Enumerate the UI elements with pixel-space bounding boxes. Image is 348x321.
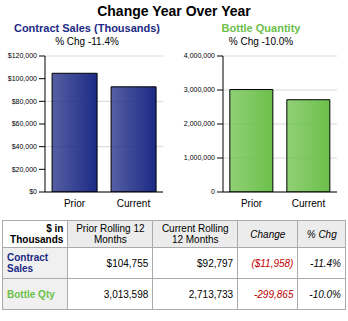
html-text:Current Rolling 12 Months: Current Rolling 12 Months — [161, 223, 229, 245]
html-text:$104,755: $104,755 — [106, 257, 149, 269]
svg-text:2,000,000: 2,000,000 — [184, 120, 215, 127]
svg-text:$40,000: $40,000 — [12, 143, 37, 150]
svg-text:$20,000: $20,000 — [12, 166, 37, 173]
html-text:% Chg -11.4%: % Chg -11.4% — [55, 36, 119, 47]
html-text:Bottle Qty: Bottle Qty — [7, 288, 55, 300]
svg-text:$0: $0 — [29, 188, 37, 195]
svg-text:1,000,000: 1,000,000 — [184, 154, 215, 161]
svg-text:$100,000: $100,000 — [8, 75, 37, 82]
html-text:% Chg -10.0%: % Chg -10.0% — [228, 36, 294, 47]
svg-text:Prior: Prior — [64, 198, 86, 209]
html-text:($11,958): ($11,958) — [251, 257, 294, 269]
html-text:Change Year Over Year: Change Year Over Year — [97, 3, 251, 19]
html-text:-11.4%: -11.4% — [310, 257, 341, 269]
html-text:$ in Thousands: $ in Thousands — [10, 223, 64, 245]
svg-text:0: 0 — [211, 188, 215, 195]
svg-text:Prior: Prior — [241, 198, 263, 209]
html-text:3,013,598: 3,013,598 — [103, 288, 149, 300]
svg-text:$60,000: $60,000 — [12, 120, 37, 127]
html-text:Prior Rolling 12 Months: Prior Rolling 12 Months — [76, 223, 145, 245]
html-text:$92,797: $92,797 — [197, 257, 234, 269]
svg-text:Current: Current — [292, 198, 326, 209]
svg-text:4,000,000: 4,000,000 — [184, 52, 215, 59]
svg-text:$120,000: $120,000 — [8, 52, 37, 59]
html-text:-10.0%: -10.0% — [309, 288, 341, 300]
svg-text:Current: Current — [117, 198, 151, 209]
html-text:Change: Change — [250, 228, 286, 240]
html-text:Contract Sales: Contract Sales — [7, 252, 49, 274]
svg-text:$80,000: $80,000 — [12, 98, 37, 105]
html-text:Bottle Quantity: Bottle Quantity — [221, 22, 301, 34]
html-text:% Chg: % Chg — [306, 228, 337, 240]
html-text:2,713,733: 2,713,733 — [188, 288, 234, 300]
html-text:-299,865: -299,865 — [254, 288, 294, 300]
svg-text:3,000,000: 3,000,000 — [184, 86, 215, 93]
html-text:Contract Sales (Thousands): Contract Sales (Thousands) — [14, 22, 160, 34]
